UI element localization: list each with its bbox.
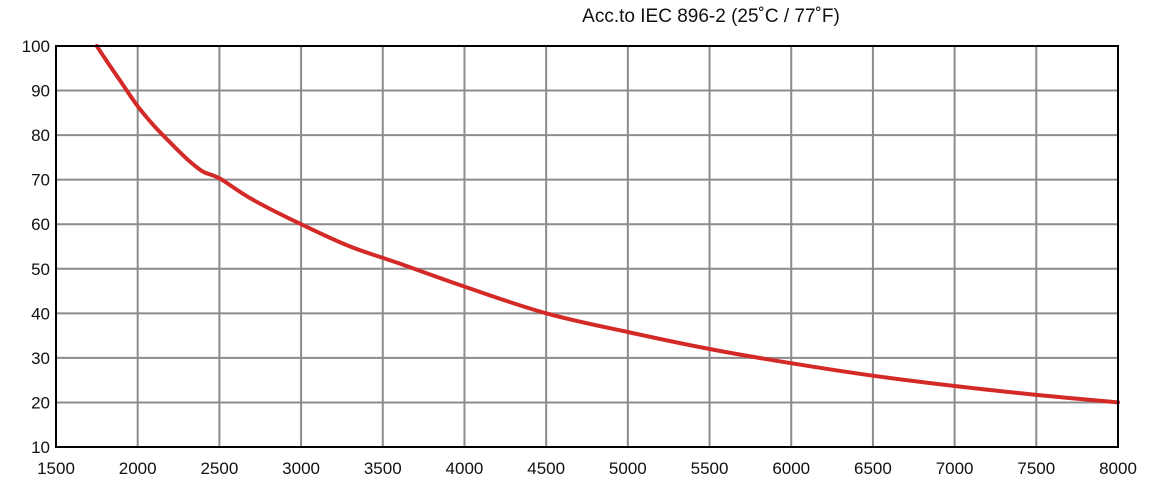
x-tick-label-12: 7500 [1017,459,1055,478]
x-tick-label-13: 8000 [1099,459,1137,478]
x-tick-label-9: 6000 [772,459,810,478]
x-tick-label-2: 2500 [200,459,238,478]
x-tick-label-6: 4500 [527,459,565,478]
x-tick-label-4: 3500 [364,459,402,478]
x-tick-label-8: 5500 [691,459,729,478]
x-tick-label-0: 1500 [37,459,75,478]
x-axis-tick-labels: 1500 2000 2500 3000 3500 4000 4500 5000 5500 6000… [37,459,1137,478]
y-axis-tick-labels: 100 90 80 70 60 50 40 30 20 10 [22,37,50,457]
y-tick-label-4: 60 [31,215,50,234]
series-line-0 [94,44,1120,405]
chart-title: Acc.to IEC 896-2 (25˚C / 77˚F) [582,6,840,27]
y-tick-label-3: 70 [31,171,50,190]
y-tick-label-2: 80 [31,126,50,145]
x-tick-label-7: 5000 [609,459,647,478]
y-tick-label-5: 50 [31,260,50,279]
series-layer [94,44,1120,405]
y-tick-label-8: 20 [31,393,50,412]
x-tick-label-1: 2000 [119,459,157,478]
x-tick-label-3: 3000 [282,459,320,478]
y-tick-label-7: 30 [31,349,50,368]
plot-area-frame [55,45,1119,448]
grid-lines [55,45,1119,448]
x-tick-label-11: 7000 [936,459,974,478]
y-tick-label-9: 10 [31,438,50,457]
y-tick-label-0: 100 [22,37,50,56]
x-tick-label-5: 4000 [446,459,484,478]
x-tick-label-10: 6500 [854,459,892,478]
y-tick-label-1: 90 [31,82,50,101]
y-tick-label-6: 40 [31,304,50,323]
